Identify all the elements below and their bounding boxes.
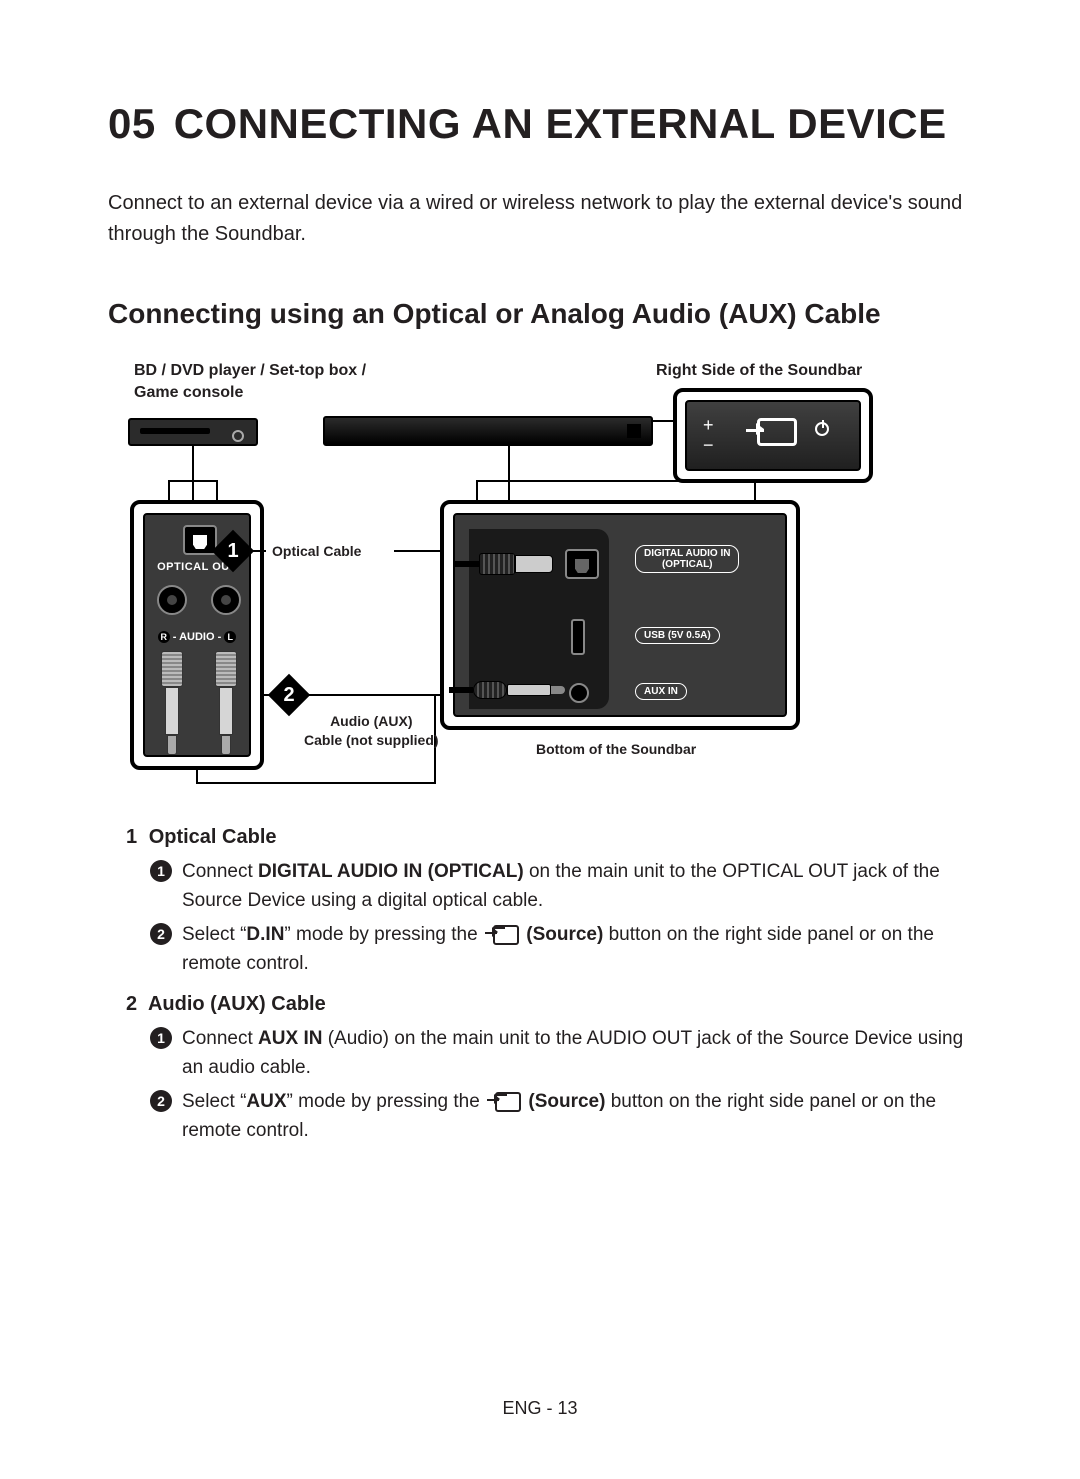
callout-soundbar-ports: DIGITAL AUDIO IN (OPTICAL) USB (5V 0.5A)…	[440, 500, 800, 730]
leader-line	[306, 694, 442, 696]
page-footer: ENG - 13	[0, 1398, 1080, 1419]
footer-page: 13	[557, 1398, 577, 1418]
step-2: 2 Audio (AUX) Cable 1 Connect AUX IN (Au…	[108, 993, 976, 1146]
aux-plug	[467, 675, 567, 705]
audio-mid: - AUDIO -	[170, 631, 225, 643]
right-side-panel: +−	[673, 388, 873, 483]
footer-lang: ENG	[502, 1398, 541, 1418]
bullet-icon: 1	[150, 860, 172, 882]
rca-r-port	[157, 585, 187, 615]
step-2-index: 2	[126, 993, 137, 1015]
chapter-heading: 05 CONNECTING AN EXTERNAL DEVICE	[108, 100, 976, 148]
audio-l-dot: L	[224, 631, 236, 643]
chapter-number: 05	[108, 100, 156, 147]
rca-plug-l	[213, 651, 239, 761]
step-1-title: 1 Optical Cable	[126, 826, 976, 849]
step-2-sub-1: 1 Connect AUX IN (Audio) on the main uni…	[150, 1024, 976, 1083]
digital-audio-in-label: DIGITAL AUDIO IN (OPTICAL)	[635, 545, 739, 573]
step-2-sub-2: 2 Select “AUX” mode by pressing the (Sou…	[150, 1087, 976, 1146]
bullet-icon: 2	[150, 1090, 172, 1112]
digital-audio-in-port	[565, 549, 599, 579]
footer-sep: -	[541, 1398, 557, 1418]
leader-line	[394, 550, 444, 552]
panel-inner: +−	[685, 400, 861, 471]
step-1-sub-1: 1 Connect DIGITAL AUDIO IN (OPTICAL) on …	[150, 857, 976, 916]
callout-body: DIGITAL AUDIO IN (OPTICAL) USB (5V 0.5A)…	[453, 513, 787, 717]
intro-text: Connect to an external device via a wire…	[108, 188, 976, 250]
leader-line	[264, 694, 278, 696]
leader-line	[508, 446, 510, 500]
aux-in-label: AUX IN	[635, 683, 687, 700]
leader-line	[216, 480, 218, 502]
leader-line	[168, 480, 170, 502]
bullet-icon: 1	[150, 1027, 172, 1049]
step-text: Connect AUX IN (Audio) on the main unit …	[182, 1024, 976, 1083]
leader-line	[476, 480, 478, 502]
device-player	[128, 418, 258, 446]
source-icon	[757, 418, 797, 446]
step-1: 1 Optical Cable 1 Connect DIGITAL AUDIO …	[108, 826, 976, 979]
step-1-name: Optical Cable	[149, 826, 277, 848]
label-bottom-soundbar: Bottom of the Soundbar	[536, 740, 696, 759]
rca-l-port	[211, 585, 241, 615]
power-icon	[815, 422, 829, 436]
audio-out-label: R - AUDIO - L	[145, 631, 249, 643]
leader-line	[754, 480, 756, 502]
leader-line	[168, 480, 218, 482]
source-icon	[487, 1092, 521, 1112]
step-text: Select “AUX” mode by pressing the (Sourc…	[182, 1087, 976, 1146]
usb-label: USB (5V 0.5A)	[635, 627, 720, 644]
rca-plug-r	[159, 651, 185, 761]
page: 05 CONNECTING AN EXTERNAL DEVICE Connect …	[0, 0, 1080, 1479]
label-optical-cable: Optical Cable	[272, 542, 361, 561]
volume-buttons: +−	[703, 416, 714, 456]
audio-r-dot: R	[158, 631, 170, 643]
label-aux-cable: Audio (AUX) Cable (not supplied)	[304, 712, 439, 750]
label-right-side: Right Side of the Soundbar	[656, 360, 862, 382]
aux-in-port	[569, 683, 589, 703]
leader-line	[250, 550, 266, 552]
step-1-index: 1	[126, 826, 137, 848]
section-heading: Connecting using an Optical or Analog Au…	[108, 298, 976, 330]
usb-port	[571, 619, 585, 655]
marker-1: 1	[212, 530, 254, 572]
step-1-sub-2: 2 Select “D.IN” mode by pressing the (So…	[150, 920, 976, 979]
device-soundbar	[323, 416, 653, 446]
optical-plug	[473, 547, 561, 581]
cable-line	[196, 782, 436, 784]
step-2-name: Audio (AUX) Cable	[148, 993, 326, 1015]
leader-line	[192, 446, 194, 500]
bullet-icon: 2	[150, 923, 172, 945]
chapter-title: CONNECTING AN EXTERNAL DEVICE	[174, 100, 947, 147]
step-text: Select “D.IN” mode by pressing the (Sour…	[182, 920, 976, 979]
step-2-title: 2 Audio (AUX) Cable	[126, 993, 976, 1016]
step-text: Connect DIGITAL AUDIO IN (OPTICAL) on th…	[182, 857, 976, 916]
source-icon	[485, 925, 519, 945]
label-source-device: BD / DVD player / Set-top box / Game con…	[134, 360, 394, 403]
connection-diagram: BD / DVD player / Set-top box / Game con…	[108, 360, 976, 790]
